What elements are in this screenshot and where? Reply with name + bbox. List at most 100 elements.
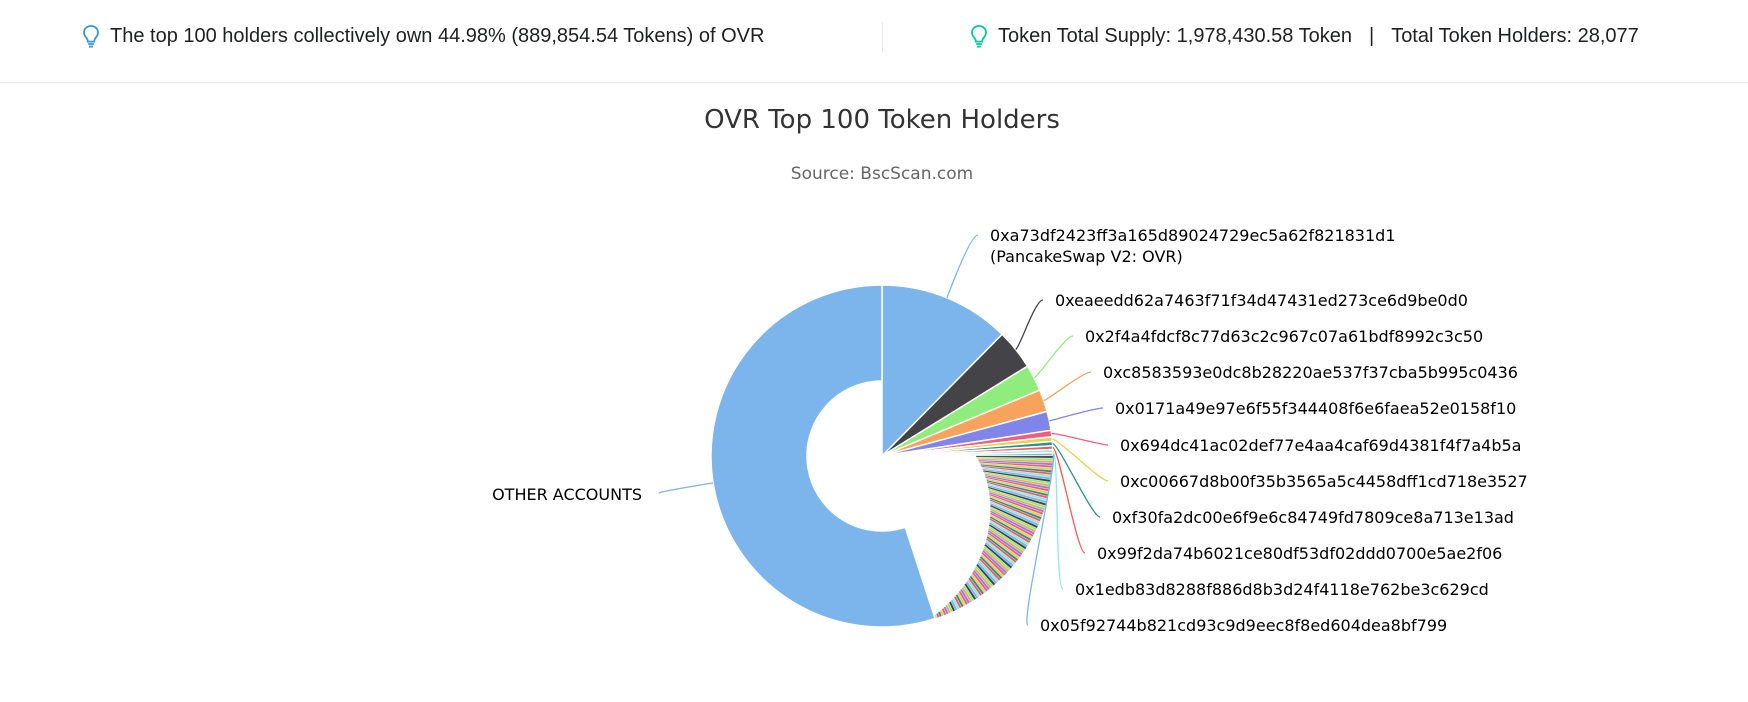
pie-slice-minor-holder[interactable] bbox=[985, 476, 1050, 492]
pie-slice-minor-holder[interactable] bbox=[945, 604, 952, 614]
pie-slice-minor-holder[interactable] bbox=[986, 535, 1019, 562]
pie-slice-minor-holder[interactable] bbox=[943, 606, 949, 615]
pie-slice-minor-holder[interactable] bbox=[980, 553, 1005, 578]
supply-holders-summary: Token Total Supply: 1,978,430.58 Token |… bbox=[970, 24, 1639, 48]
pie-slice-minor-holder[interactable] bbox=[946, 602, 954, 613]
pie-slice-minor-holder[interactable] bbox=[983, 545, 1011, 571]
pie-slice-minor-holder[interactable] bbox=[950, 599, 958, 611]
holder-label: 0xc8583593e0dc8b28220ae537f37cba5b995c04… bbox=[1103, 363, 1518, 382]
pie-slice-minor-holder[interactable] bbox=[975, 563, 996, 586]
pie-slice-minor-holder[interactable] bbox=[988, 491, 1045, 513]
pie-slice-minor-holder[interactable] bbox=[972, 569, 991, 591]
label-connector bbox=[1051, 438, 1109, 482]
pie-slice-minor-holder[interactable] bbox=[988, 521, 1029, 548]
holder-label: 0xeaeedd62a7463f71f34d47431ed273ce6d9be0… bbox=[1055, 291, 1468, 310]
pie-slice-minor-holder[interactable] bbox=[989, 497, 1042, 520]
pie-slice-holder[interactable] bbox=[881, 284, 1004, 458]
label-connector bbox=[658, 482, 714, 494]
pie-slice-minor-holder[interactable] bbox=[941, 607, 947, 616]
pie-slice-minor-holder[interactable] bbox=[989, 506, 1038, 531]
pie-slice-minor-holder[interactable] bbox=[989, 514, 1033, 540]
pie-slice-minor-holder[interactable] bbox=[989, 510, 1036, 535]
pie-slice-minor-holder[interactable] bbox=[964, 583, 977, 601]
pie-slice-minor-holder[interactable] bbox=[985, 539, 1016, 566]
token-info-bar: The top 100 holders collectively own 44.… bbox=[0, 0, 1748, 83]
label-connector bbox=[1043, 371, 1092, 402]
pie-slice-minor-holder[interactable] bbox=[987, 527, 1025, 554]
total-holders-text: Total Token Holders: 28,077 bbox=[1391, 24, 1639, 47]
pie-slice-minor-holder[interactable] bbox=[988, 523, 1027, 550]
pie-slice-minor-holder[interactable] bbox=[956, 592, 967, 607]
holder-label: 0x99f2da74b6021ce80df53df02ddd0700e5ae2f… bbox=[1097, 544, 1502, 563]
pie-slice-minor-holder[interactable] bbox=[988, 490, 1046, 511]
pie-slice-minor-holder[interactable] bbox=[989, 519, 1030, 546]
pie-slice-minor-holder[interactable] bbox=[978, 557, 1001, 581]
label-connector bbox=[1026, 453, 1055, 626]
pie-slice-minor-holder[interactable] bbox=[984, 541, 1015, 567]
pie-slice-minor-holder[interactable] bbox=[976, 561, 998, 585]
pie-slice-minor-holder[interactable] bbox=[953, 595, 962, 609]
pie-slice-minor-holder[interactable] bbox=[981, 551, 1007, 576]
pie-slice-minor-holder[interactable] bbox=[948, 601, 956, 612]
pie-slice-minor-holder[interactable] bbox=[974, 565, 994, 588]
pie-slice-minor-holder[interactable] bbox=[959, 588, 971, 604]
holder-label: 0x1edb83d8288f886d8b3d24f4118e762be3c629… bbox=[1075, 580, 1489, 599]
pie-slice-minor-holder[interactable] bbox=[977, 559, 1000, 583]
pie-slice-minor-holder[interactable] bbox=[989, 512, 1034, 538]
pie-slice-minor-holder[interactable] bbox=[986, 533, 1020, 560]
pie-slice-minor-holder[interactable] bbox=[981, 549, 1008, 575]
holder-label: 0xc00667d8b00f35b3565a5c4458dff1cd718e35… bbox=[1120, 472, 1528, 491]
pie-slice-minor-holder[interactable] bbox=[989, 504, 1039, 529]
holder-label: 0x694dc41ac02def77e4aa4caf69d4381f4f7a4b… bbox=[1120, 436, 1521, 455]
holder-label: 0x0171a49e97e6f55f344408f6e6faea52e0158f… bbox=[1115, 399, 1516, 418]
holder-label: 0x05f92744b821cd93c9d9eec8f8ed604dea8bf7… bbox=[1040, 616, 1447, 635]
total-supply-text: Token Total Supply: 1,978,430.58 Token bbox=[998, 24, 1352, 47]
pie-slice-minor-holder[interactable] bbox=[989, 502, 1040, 527]
separator: | bbox=[1368, 24, 1375, 47]
holder-label: 0x2f4a4fdcf8c77d63c2c967c07a61bdf8992c3c… bbox=[1085, 327, 1483, 346]
label-connector bbox=[946, 234, 979, 299]
pie-slice-minor-holder[interactable] bbox=[937, 611, 943, 618]
pie-slice-minor-holder[interactable] bbox=[966, 579, 981, 598]
pie-slice-minor-holder[interactable] bbox=[989, 499, 1041, 522]
pie-slice-minor-holder[interactable] bbox=[988, 493, 1044, 516]
pie-slice-minor-holder[interactable] bbox=[987, 529, 1023, 556]
pie-slice-minor-holder[interactable] bbox=[961, 586, 973, 603]
pie-slice-minor-holder[interactable] bbox=[967, 577, 983, 597]
pie-slice-minor-holder[interactable] bbox=[989, 508, 1037, 533]
pie-slice-minor-holder[interactable] bbox=[970, 573, 987, 594]
pie-slice-minor-holder[interactable] bbox=[988, 525, 1026, 552]
holders-pie-chart: OVR Top 100 Token Holders Source: BscSca… bbox=[492, 105, 1528, 635]
pie-slice-minor-holder[interactable] bbox=[989, 500, 1041, 525]
pie-slice-minor-holder[interactable] bbox=[984, 474, 1051, 490]
label-connector bbox=[1052, 447, 1086, 554]
pie-slice-other-accounts[interactable] bbox=[710, 284, 936, 628]
pie-slice-minor-holder[interactable] bbox=[952, 597, 960, 610]
pie-slice-minor-holder[interactable] bbox=[979, 555, 1003, 580]
chart-subtitle: Source: BscScan.com bbox=[791, 164, 973, 184]
top-holders-text: The top 100 holders collectively own 44.… bbox=[110, 24, 765, 47]
pie-slice-minor-holder[interactable] bbox=[965, 581, 979, 599]
pie-slice-minor-holder[interactable] bbox=[969, 575, 985, 595]
pie-slice-minor-holder[interactable] bbox=[985, 537, 1018, 564]
pie-slice-minor-holder[interactable] bbox=[955, 594, 965, 608]
pie-slice-minor-holder[interactable] bbox=[989, 495, 1043, 518]
pie-slice-minor-holder[interactable] bbox=[958, 590, 969, 606]
pie-slice-minor-holder[interactable] bbox=[987, 531, 1022, 558]
pie-slice-minor-holder[interactable] bbox=[989, 516, 1032, 542]
pie-slice-minor-holder[interactable] bbox=[962, 584, 975, 602]
pie-slice-minor-holder[interactable] bbox=[935, 612, 940, 618]
pie-slice-minor-holder[interactable] bbox=[989, 518, 1031, 544]
label-connector bbox=[1015, 299, 1044, 351]
pie-slice-minor-holder[interactable] bbox=[983, 471, 1052, 485]
pie-slice-minor-holder[interactable] bbox=[973, 567, 992, 589]
pie-slice-minor-holder[interactable] bbox=[971, 571, 989, 592]
label-connector bbox=[1033, 335, 1074, 379]
pie-slice-minor-holder[interactable] bbox=[983, 470, 1052, 483]
pie-slice-minor-holder[interactable] bbox=[939, 609, 945, 617]
holder-label: 0xf30fa2dc00e6f9e6c84749fd7809ce8a713e13… bbox=[1112, 508, 1514, 527]
holder-label: 0xa73df2423ff3a165d89024729ec5a62f821831… bbox=[990, 226, 1396, 245]
pie-slice-minor-holder[interactable] bbox=[982, 547, 1010, 573]
pie-slice-minor-holder[interactable] bbox=[984, 543, 1013, 569]
pie-slice-minor-holder[interactable] bbox=[984, 473, 1051, 488]
